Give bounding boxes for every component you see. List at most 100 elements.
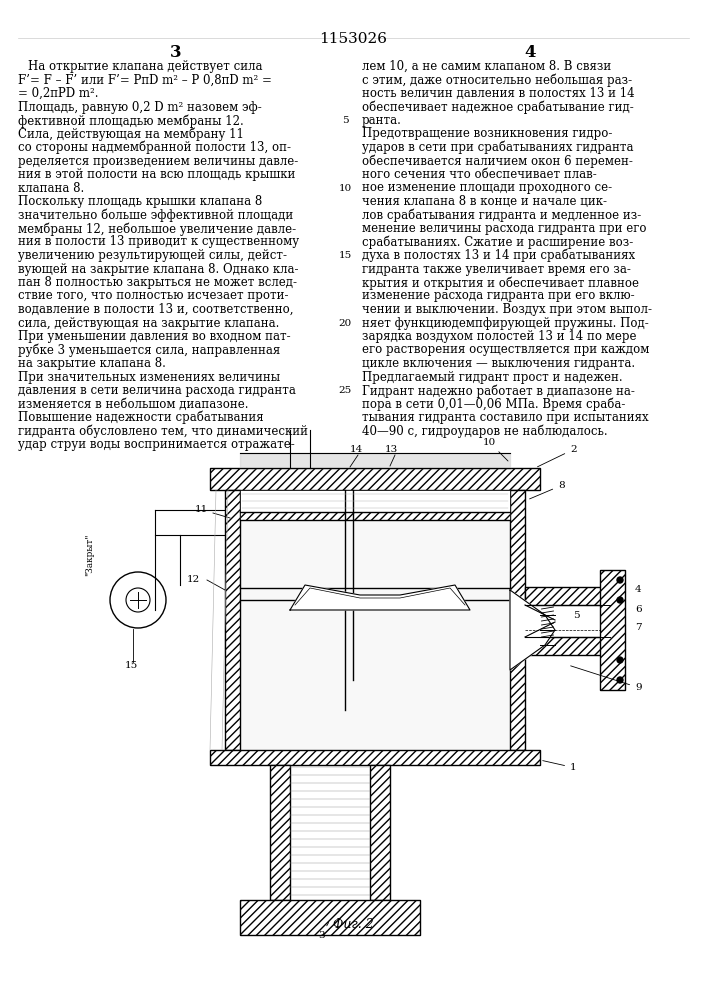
Bar bbox=[210, 468, 540, 490]
Text: Повышение надежности срабатывания: Повышение надежности срабатывания bbox=[18, 411, 264, 424]
Text: 1153026: 1153026 bbox=[320, 32, 387, 46]
Text: ствие того, что полностью исчезает проти-: ствие того, что полностью исчезает проти… bbox=[18, 290, 288, 302]
Text: сила, действующая на закрытие клапана.: сила, действующая на закрытие клапана. bbox=[18, 316, 279, 330]
Text: мембраны 12, небольшое увеличение давле-: мембраны 12, небольшое увеличение давле- bbox=[18, 222, 296, 235]
Bar bbox=[510, 490, 525, 750]
Bar bbox=[210, 468, 540, 490]
Bar bbox=[240, 512, 510, 520]
Text: 10: 10 bbox=[339, 184, 351, 193]
Bar bbox=[370, 765, 390, 900]
Bar bbox=[240, 900, 420, 935]
Text: F’= F – F’ или F’= PπD m² – P 0,8πD m² =: F’= F – F’ или F’= PπD m² – P 0,8πD m² = bbox=[18, 74, 272, 87]
Text: со стороны надмембранной полости 13, оп-: со стороны надмембранной полости 13, оп- bbox=[18, 141, 291, 154]
Text: 13: 13 bbox=[385, 445, 398, 454]
Bar bbox=[240, 520, 510, 750]
Circle shape bbox=[617, 677, 623, 683]
Bar bbox=[525, 637, 610, 655]
Polygon shape bbox=[510, 590, 555, 670]
Text: Поскольку площадь крышки клапана 8: Поскольку площадь крышки клапана 8 bbox=[18, 195, 262, 208]
Bar bbox=[240, 490, 510, 512]
Text: изменение расхода гидранта при его вклю-: изменение расхода гидранта при его вклю- bbox=[362, 290, 635, 302]
Text: 40—90 с, гидроударов не наблюдалось.: 40—90 с, гидроударов не наблюдалось. bbox=[362, 424, 607, 438]
Text: Сила, действующая на мембрану 11: Сила, действующая на мембрану 11 bbox=[18, 127, 244, 141]
Text: гидранта обусловлено тем, что динамический: гидранта обусловлено тем, что динамическ… bbox=[18, 424, 308, 438]
Text: 8: 8 bbox=[530, 481, 565, 499]
Text: зарядка воздухом полостей 13 и 14 по мере: зарядка воздухом полостей 13 и 14 по мер… bbox=[362, 330, 636, 343]
Text: цикле включения — выключения гидранта.: цикле включения — выключения гидранта. bbox=[362, 357, 635, 370]
Text: При уменьшении давления во входном пат-: При уменьшении давления во входном пат- bbox=[18, 330, 291, 343]
Bar bbox=[525, 587, 610, 605]
Text: чения клапана 8 в конце и начале цик-: чения клапана 8 в конце и начале цик- bbox=[362, 195, 607, 208]
Text: 9: 9 bbox=[571, 666, 642, 692]
Bar bbox=[225, 490, 240, 750]
Bar bbox=[210, 750, 540, 765]
Text: водавление в полости 13 и, соответственно,: водавление в полости 13 и, соответственн… bbox=[18, 303, 293, 316]
Text: рубке 3 уменьшается сила, направленная: рубке 3 уменьшается сила, направленная bbox=[18, 344, 280, 357]
Text: 5: 5 bbox=[573, 610, 580, 619]
Text: ность величин давления в полостях 13 и 14: ность величин давления в полостях 13 и 1… bbox=[362, 87, 635, 100]
Text: значительно больше эффективной площади: значительно больше эффективной площади bbox=[18, 209, 293, 222]
Text: изменяется в небольшом диапазоне.: изменяется в небольшом диапазоне. bbox=[18, 397, 248, 410]
Bar bbox=[600, 570, 625, 690]
Text: 15: 15 bbox=[125, 661, 139, 670]
Text: Фиг. 2: Фиг. 2 bbox=[332, 918, 373, 931]
Text: лем 10, а не самим клапаном 8. В связи: лем 10, а не самим клапаном 8. В связи bbox=[362, 60, 612, 73]
Text: На открытие клапана действует сила: На открытие клапана действует сила bbox=[28, 60, 262, 73]
Text: 7: 7 bbox=[635, 622, 642, 632]
Text: 14: 14 bbox=[350, 445, 363, 454]
Text: чении и выключении. Воздух при этом выпол-: чении и выключении. Воздух при этом выпо… bbox=[362, 303, 652, 316]
Text: ного сечения что обеспечивает плав-: ного сечения что обеспечивает плав- bbox=[362, 168, 597, 181]
Circle shape bbox=[617, 597, 623, 603]
Text: на закрытие клапана 8.: на закрытие клапана 8. bbox=[18, 357, 166, 370]
Text: с этим, даже относительно небольшая раз-: с этим, даже относительно небольшая раз- bbox=[362, 74, 632, 87]
Text: вующей на закрытие клапана 8. Однако кла-: вующей на закрытие клапана 8. Однако кла… bbox=[18, 262, 298, 275]
Text: его растворения осуществляется при каждом: его растворения осуществляется при каждо… bbox=[362, 344, 649, 357]
Text: няет функциюдемпфирующей пружины. Под-: няет функциюдемпфирующей пружины. Под- bbox=[362, 316, 649, 330]
Bar bbox=[525, 587, 610, 605]
Text: Предотвращение возникновения гидро-: Предотвращение возникновения гидро- bbox=[362, 127, 612, 140]
Circle shape bbox=[126, 588, 150, 612]
Polygon shape bbox=[240, 453, 510, 468]
Bar bbox=[510, 490, 525, 750]
Circle shape bbox=[617, 657, 623, 663]
Polygon shape bbox=[290, 585, 470, 610]
Text: ределяется произведением величины давле-: ределяется произведением величины давле- bbox=[18, 154, 298, 167]
Circle shape bbox=[110, 572, 166, 628]
Text: 4: 4 bbox=[635, 585, 642, 594]
Text: гидранта также увеличивает время его за-: гидранта также увеличивает время его за- bbox=[362, 262, 631, 275]
Bar bbox=[525, 637, 610, 655]
Text: пан 8 полностью закрыться не может вслед-: пан 8 полностью закрыться не может вслед… bbox=[18, 276, 297, 289]
Bar bbox=[210, 750, 540, 765]
Text: = 0,2πPD m².: = 0,2πPD m². bbox=[18, 87, 98, 100]
Text: пора в сети 0,01—0,06 МПа. Время сраба-: пора в сети 0,01—0,06 МПа. Время сраба- bbox=[362, 397, 626, 411]
Text: Предлагаемый гидрант прост и надежен.: Предлагаемый гидрант прост и надежен. bbox=[362, 370, 623, 383]
Text: 4: 4 bbox=[525, 44, 536, 61]
Bar bbox=[225, 490, 240, 750]
Text: срабатываниях. Сжатие и расширение воз-: срабатываниях. Сжатие и расширение воз- bbox=[362, 235, 633, 249]
Text: 5: 5 bbox=[341, 116, 349, 125]
Text: лов срабатывания гидранта и медленное из-: лов срабатывания гидранта и медленное из… bbox=[362, 209, 641, 222]
Text: ния в полости 13 приводит к существенному: ния в полости 13 приводит к существенном… bbox=[18, 235, 299, 248]
Text: ударов в сети при срабатываниях гидранта: ударов в сети при срабатываниях гидранта bbox=[362, 141, 633, 154]
Text: При значительных изменениях величины: При значительных изменениях величины bbox=[18, 370, 280, 383]
Text: "Закрыт": "Закрыт" bbox=[85, 534, 94, 576]
Text: ранта.: ранта. bbox=[362, 114, 402, 127]
Text: клапана 8.: клапана 8. bbox=[18, 182, 84, 194]
Text: 10: 10 bbox=[483, 438, 508, 461]
Text: обеспечивается наличием окон 6 перемен-: обеспечивается наличием окон 6 перемен- bbox=[362, 154, 633, 168]
Text: 6: 6 bbox=[635, 605, 642, 614]
Text: Гидрант надежно работает в диапазоне на-: Гидрант надежно работает в диапазоне на- bbox=[362, 384, 635, 397]
Text: обеспечивает надежное срабатывание гид-: обеспечивает надежное срабатывание гид- bbox=[362, 101, 633, 114]
Bar bbox=[270, 765, 290, 900]
Text: тывания гидранта составило при испытаниях: тывания гидранта составило при испытания… bbox=[362, 411, 648, 424]
Text: Площадь, равную 0,2 D m² назовем эф-: Площадь, равную 0,2 D m² назовем эф- bbox=[18, 101, 262, 113]
Text: удар струи воды воспринимается отражате-: удар струи воды воспринимается отражате- bbox=[18, 438, 295, 451]
Text: 3: 3 bbox=[318, 922, 329, 940]
Text: духа в полостях 13 и 14 при срабатываниях: духа в полостях 13 и 14 при срабатывания… bbox=[362, 249, 635, 262]
Text: 3: 3 bbox=[170, 44, 182, 61]
Text: ное изменение площади проходного се-: ное изменение площади проходного се- bbox=[362, 182, 612, 194]
Text: ния в этой полости на всю площадь крышки: ния в этой полости на всю площадь крышки bbox=[18, 168, 296, 181]
Text: крытия и открытия и обеспечивает плавное: крытия и открытия и обеспечивает плавное bbox=[362, 276, 639, 290]
Text: 1: 1 bbox=[543, 761, 577, 772]
Text: менение величины расхода гидранта при его: менение величины расхода гидранта при ег… bbox=[362, 222, 646, 235]
